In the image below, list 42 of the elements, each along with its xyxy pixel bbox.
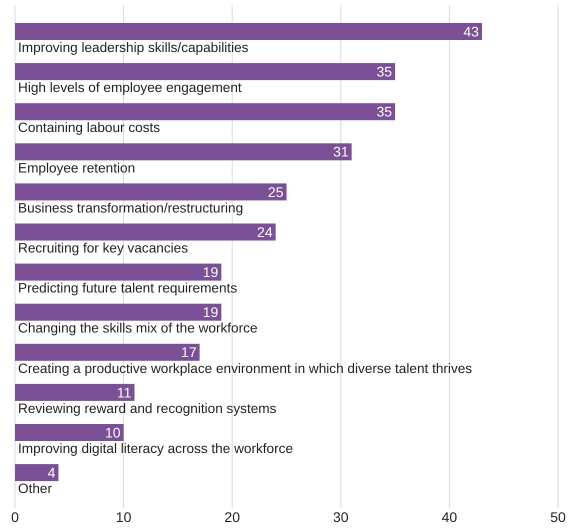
data-label: 17: [181, 344, 197, 360]
bar: [15, 344, 200, 361]
data-label: 11: [116, 384, 132, 400]
y-tick-label: Improving leadership skills/capabilities: [18, 40, 249, 55]
x-tick-label: 30: [333, 509, 349, 525]
data-label: 43: [463, 23, 480, 40]
data-label: 35: [376, 64, 392, 80]
bar: [15, 224, 276, 240]
y-tick-label: Predicting future talent requirements: [18, 280, 238, 296]
y-tick-label: Changing the skills mix of the workforce: [18, 320, 258, 336]
bar: [15, 264, 222, 281]
y-tick-label: Containing labour costs: [18, 120, 160, 136]
data-label: 4: [48, 464, 56, 480]
bar: [15, 464, 58, 482]
x-tick-label: 40: [442, 509, 458, 525]
data-label: 10: [105, 424, 121, 440]
x-tick-label: 50: [550, 509, 566, 525]
y-tick-label: Improving digital literacy across the workforce: [18, 441, 294, 456]
data-label: 25: [268, 184, 284, 200]
bar: [15, 23, 482, 40]
y-tick-label: Recruiting for key vacancies: [18, 240, 188, 256]
y-tick-label: High levels of employee engagement: [18, 80, 242, 96]
x-tick-label: 0: [11, 509, 20, 525]
bar: [15, 384, 134, 401]
bar: [15, 63, 396, 80]
y-tick-label: Other: [18, 481, 52, 496]
data-label: 24: [257, 224, 273, 240]
y-tick-label: Employee retention: [18, 160, 136, 176]
bar: [15, 304, 222, 321]
y-tick-label: Creating a productive workplace environment in which diverse talent thrives: [18, 360, 472, 376]
bar: [15, 103, 396, 120]
x-tick-label: 10: [116, 509, 132, 525]
x-tick-label: 20: [224, 509, 240, 525]
y-tick-label: Business transformation/restructuring: [18, 200, 244, 216]
data-label: 19: [202, 304, 219, 320]
y-tick-label: Reviewing reward and recognition systems: [18, 400, 277, 416]
bar: [15, 143, 352, 160]
bar: [15, 183, 286, 200]
data-label: 19: [202, 264, 219, 280]
bar: [15, 424, 124, 441]
data-label: 31: [333, 144, 349, 160]
data-label: 35: [376, 104, 392, 120]
